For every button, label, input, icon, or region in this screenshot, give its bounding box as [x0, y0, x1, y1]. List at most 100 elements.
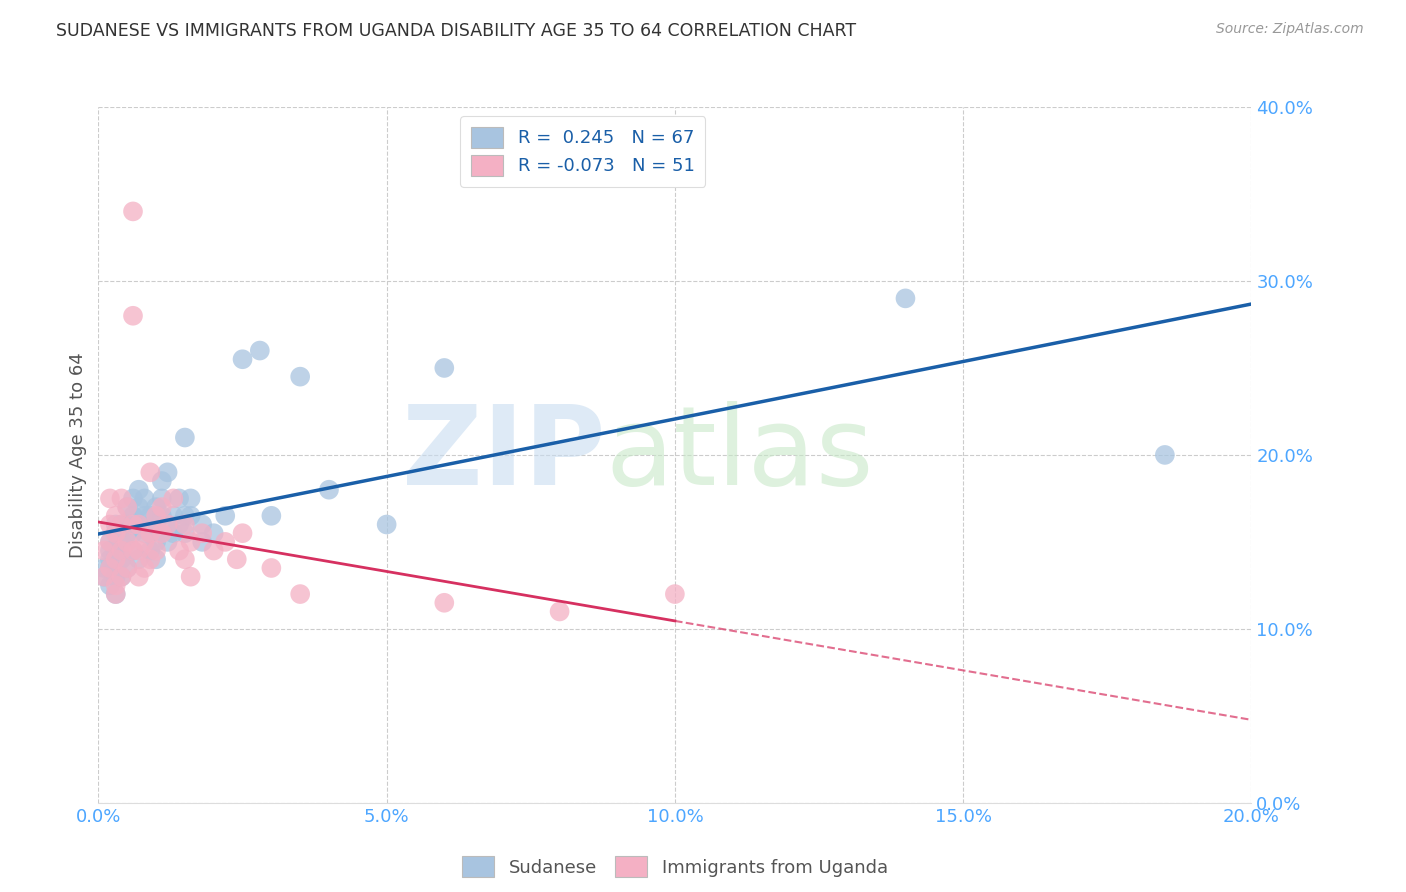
Point [150, 491, 173, 506]
Point [191, 517, 214, 532]
Point [122, 204, 145, 219]
Text: Source: ZipAtlas.com: Source: ZipAtlas.com [1216, 22, 1364, 37]
Text: SUDANESE VS IMMIGRANTS FROM UGANDA DISABILITY AGE 35 TO 64 CORRELATION CHART: SUDANESE VS IMMIGRANTS FROM UGANDA DISAB… [56, 22, 856, 40]
Point [122, 309, 145, 323]
Point [202, 543, 225, 558]
Point [110, 491, 132, 506]
Point [117, 500, 138, 514]
Point [98, 561, 121, 575]
Point [162, 526, 184, 541]
Point [433, 596, 456, 610]
Point [122, 543, 145, 558]
Point [202, 526, 225, 541]
Legend: Sudanese, Immigrants from Uganda: Sudanese, Immigrants from Uganda [454, 849, 896, 884]
Point [290, 369, 312, 384]
Point [180, 570, 202, 584]
Point [98, 491, 121, 506]
Point [122, 543, 145, 558]
Point [139, 508, 162, 523]
Point [180, 534, 202, 549]
Point [260, 561, 283, 575]
Point [128, 483, 150, 497]
Y-axis label: Disability Age 35 to 64: Disability Age 35 to 64 [69, 352, 87, 558]
Point [134, 526, 156, 541]
Point [104, 526, 127, 541]
Point [156, 466, 179, 480]
Point [104, 517, 127, 532]
Point [150, 508, 173, 523]
Point [122, 491, 145, 506]
Point [98, 561, 121, 575]
Point [128, 552, 150, 566]
Point [104, 543, 127, 558]
Point [104, 508, 127, 523]
Point [156, 517, 179, 532]
Point [231, 352, 254, 367]
Point [117, 561, 138, 575]
Point [110, 570, 132, 584]
Point [110, 517, 132, 532]
Text: ZIP: ZIP [402, 401, 606, 508]
Point [167, 491, 190, 506]
Point [225, 552, 247, 566]
Point [150, 474, 173, 488]
Text: atlas: atlas [606, 401, 875, 508]
Point [156, 517, 179, 532]
Point [93, 543, 115, 558]
Point [128, 517, 150, 532]
Point [139, 466, 162, 480]
Point [128, 570, 150, 584]
Point [104, 587, 127, 601]
Point [318, 483, 340, 497]
Point [1153, 448, 1175, 462]
Point [117, 561, 138, 575]
Point [145, 534, 167, 549]
Point [139, 543, 162, 558]
Point [174, 431, 197, 445]
Point [664, 587, 686, 601]
Point [548, 605, 571, 619]
Point [98, 578, 121, 592]
Point [93, 570, 115, 584]
Point [174, 552, 197, 566]
Point [174, 508, 197, 523]
Point [375, 517, 398, 532]
Point [162, 491, 184, 506]
Point [104, 552, 127, 566]
Point [117, 534, 138, 549]
Point [180, 491, 202, 506]
Point [110, 543, 132, 558]
Point [139, 552, 162, 566]
Point [98, 534, 121, 549]
Point [134, 491, 156, 506]
Point [134, 508, 156, 523]
Point [128, 500, 150, 514]
Point [98, 543, 121, 558]
Point [122, 526, 145, 541]
Point [117, 500, 138, 514]
Point [214, 508, 236, 523]
Point [191, 534, 214, 549]
Point [167, 517, 190, 532]
Point [98, 517, 121, 532]
Point [110, 570, 132, 584]
Point [110, 543, 132, 558]
Point [128, 517, 150, 532]
Point [110, 517, 132, 532]
Point [145, 543, 167, 558]
Point [104, 526, 127, 541]
Point [156, 534, 179, 549]
Point [139, 526, 162, 541]
Point [93, 570, 115, 584]
Point [290, 587, 312, 601]
Point [134, 534, 156, 549]
Point [104, 578, 127, 592]
Point [260, 508, 283, 523]
Point [231, 526, 254, 541]
Point [145, 517, 167, 532]
Point [174, 517, 197, 532]
Point [122, 508, 145, 523]
Point [117, 517, 138, 532]
Point [117, 526, 138, 541]
Point [128, 543, 150, 558]
